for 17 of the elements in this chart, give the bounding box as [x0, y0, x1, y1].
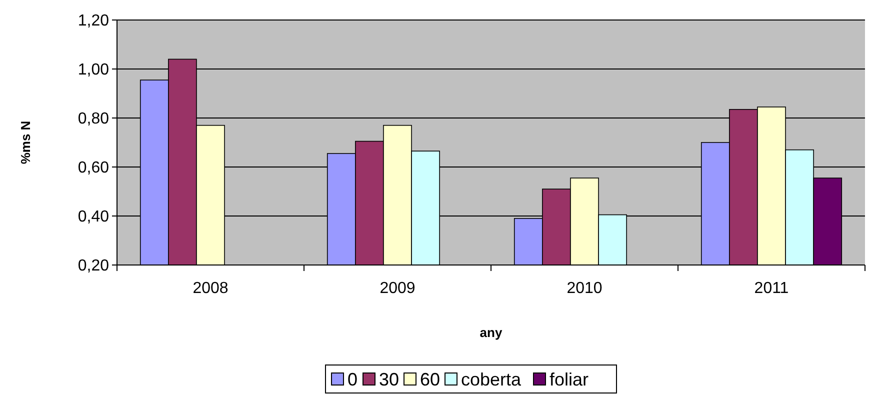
y-tick-label: 0,80: [78, 110, 110, 128]
x-tick-label: 2010: [566, 280, 602, 297]
x-tick-label: 2008: [192, 280, 228, 297]
legend-label: foliar: [550, 369, 589, 390]
y-tick-label: 0,40: [78, 208, 110, 226]
x-tick-label: 2011: [754, 280, 789, 297]
x-tick-label: 2009: [380, 280, 416, 297]
legend-label: 60: [420, 369, 440, 390]
legend-label: 0: [348, 369, 358, 390]
legend-label: coberta: [461, 369, 522, 390]
x-axis-title: any: [480, 325, 503, 340]
legend-label: 30: [379, 369, 400, 390]
y-tick-label: 0,60: [78, 160, 110, 177]
y-tick-label: 1,00: [78, 62, 110, 79]
y-tick-label: 1,20: [78, 12, 110, 30]
y-axis-title: %ms N: [18, 120, 33, 164]
y-tick-label: 0,20: [78, 258, 110, 275]
